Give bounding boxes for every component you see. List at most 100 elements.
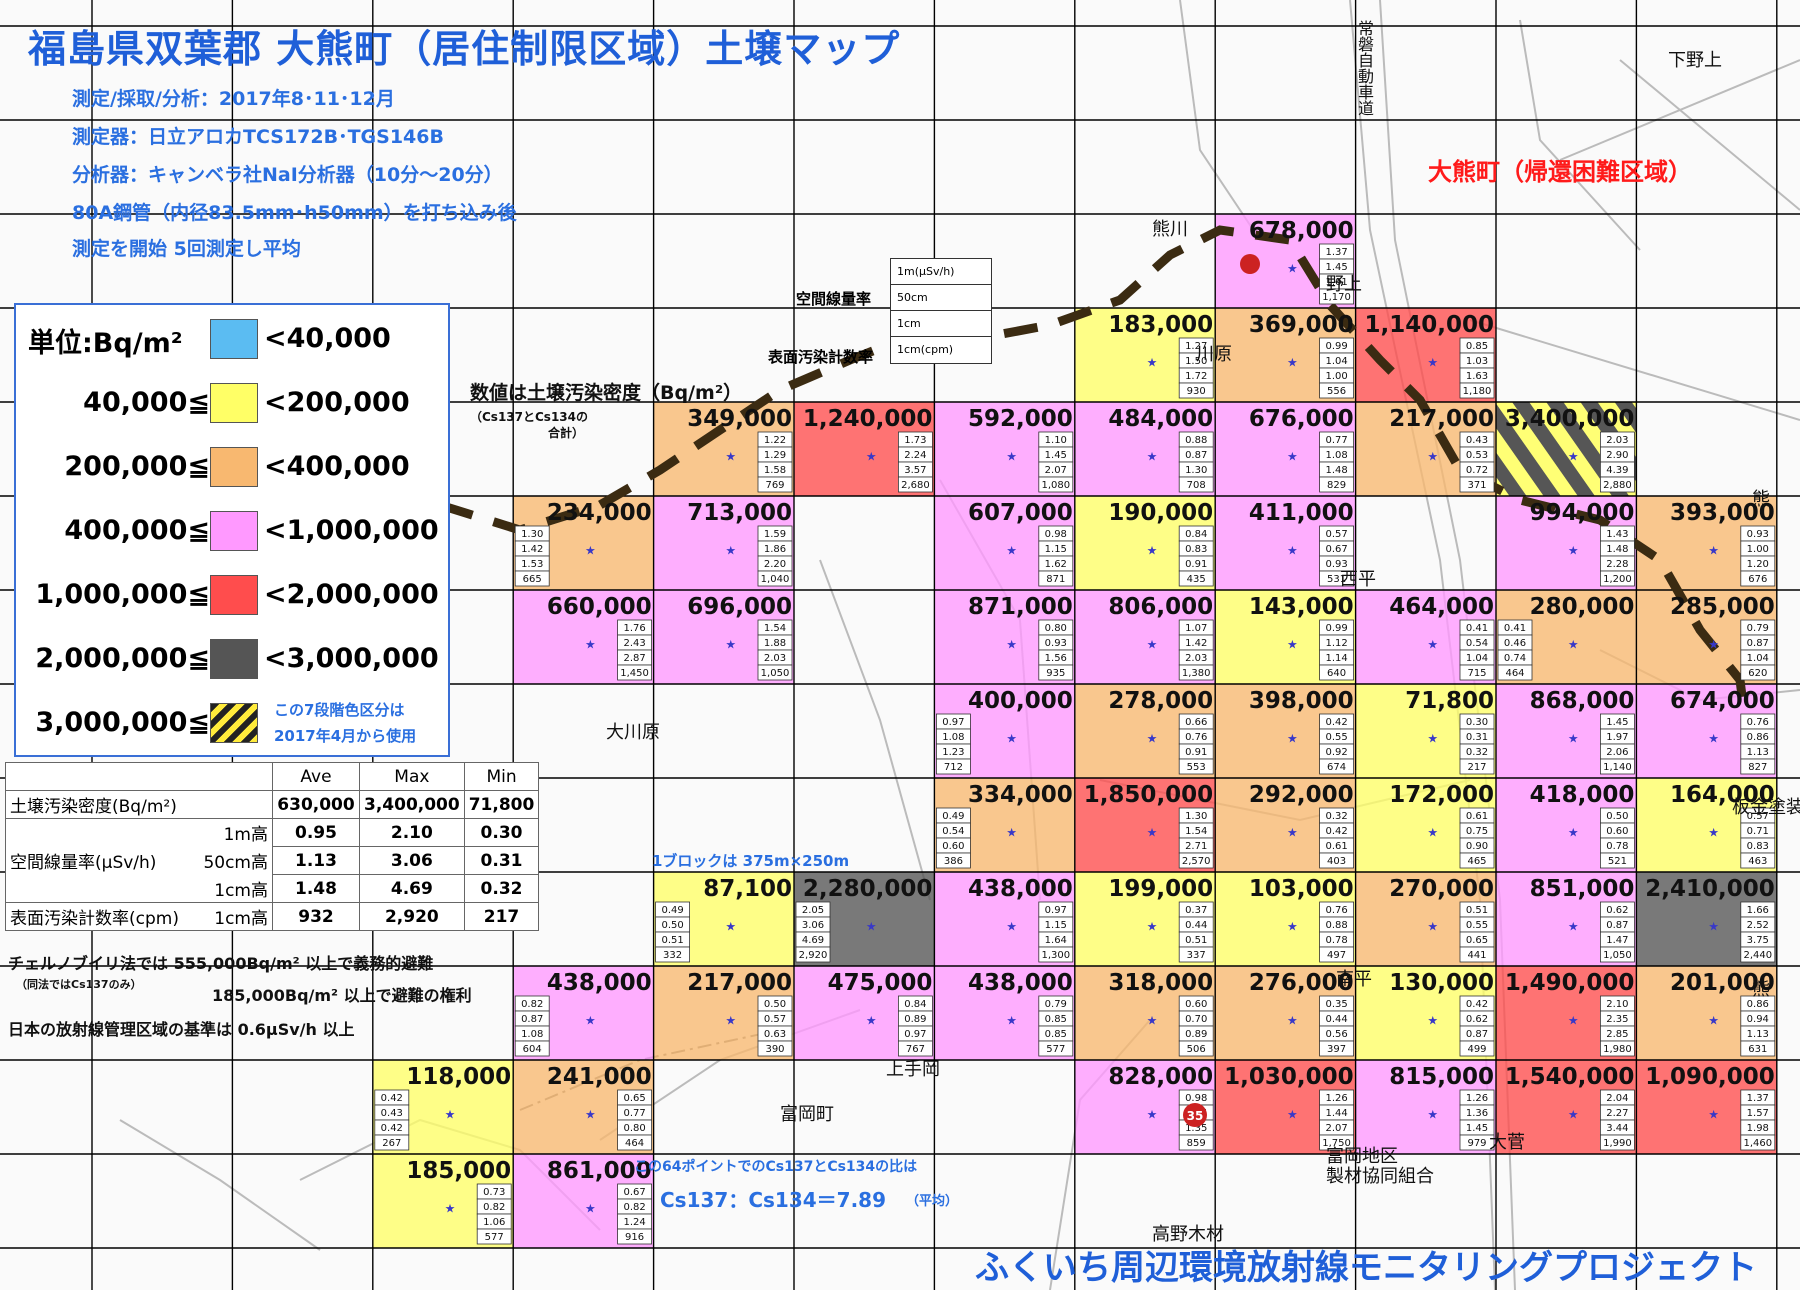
cell-sub-box bbox=[1178, 570, 1214, 587]
cell-sub-box bbox=[1319, 664, 1354, 681]
cell-sub-value: 521 bbox=[1608, 856, 1627, 867]
legend-row-3: 200,000≦ <400,000 bbox=[16, 445, 448, 489]
cell-sub-value: 1.35 bbox=[1185, 1123, 1207, 1134]
cell-sub-value: 1.43 bbox=[1606, 529, 1628, 540]
cell-sub-value: 2.07 bbox=[1045, 465, 1067, 476]
sample-point-star: ★ bbox=[866, 919, 877, 933]
cell-sub-value: 1.76 bbox=[623, 623, 645, 634]
cell-sub-value: 0.86 bbox=[1747, 732, 1769, 743]
cell-sub-box bbox=[617, 1134, 652, 1151]
cell-sub-value: 0.50 bbox=[764, 999, 786, 1010]
cell-sub-value: 0.55 bbox=[1325, 732, 1347, 743]
cell-sub-box bbox=[1600, 1134, 1635, 1151]
cell-value-label: 696,000 bbox=[687, 594, 792, 620]
cell-sub-value: 1.22 bbox=[764, 435, 786, 446]
stats-row-surface: 表面汚染計数率(cpm) 1cm高 932 2,920 217 bbox=[5, 902, 540, 931]
cell-sub-value: 0.80 bbox=[623, 1123, 645, 1134]
cell-sub-value: 0.76 bbox=[1325, 905, 1347, 916]
cell-sub-box bbox=[1038, 1040, 1074, 1057]
sample-point-star: ★ bbox=[1427, 919, 1438, 933]
meta-analyzer: 分析器：キャンベラ社NaI分析器（10分～20分） bbox=[72, 164, 503, 186]
cell-sub-value: 1.08 bbox=[1325, 450, 1347, 461]
cell-sub-value: 0.67 bbox=[623, 1187, 645, 1198]
cell-sub-value: 435 bbox=[1187, 574, 1206, 585]
sample-point-star: ★ bbox=[585, 637, 596, 651]
cell-sub-value: 0.85 bbox=[1466, 341, 1488, 352]
cell-sub-value: 715 bbox=[1467, 668, 1486, 679]
cell-sub-value: 0.89 bbox=[1185, 1029, 1207, 1040]
cell-sub-box bbox=[1178, 476, 1214, 493]
cell-value-label: 241,000 bbox=[547, 1064, 652, 1090]
legend-high-2: <200,000 bbox=[264, 387, 410, 418]
statistics-table: Ave Max Min 土壌汚染密度(Bq/m²) 630,000 3,400,… bbox=[5, 762, 540, 931]
sample-point-star: ★ bbox=[1287, 825, 1298, 839]
cell-sub-value: 1.50 bbox=[1185, 356, 1207, 367]
cell-value-label: 660,000 bbox=[547, 594, 652, 620]
cell-sub-value: 0.93 bbox=[1325, 559, 1347, 570]
sample-point-star: ★ bbox=[1708, 1013, 1719, 1027]
stats-surface-min: 217 bbox=[463, 902, 540, 931]
cell-sub-box bbox=[1600, 570, 1635, 587]
japan-regulation-note: 日本の放射線管理区域の基準は 0.6μSv/h 以上 bbox=[8, 1020, 355, 1039]
cell-sub-box bbox=[1038, 946, 1074, 963]
place-label: 常磐自動車道 bbox=[1355, 20, 1374, 116]
cell-sub-value: 1.57 bbox=[1747, 1108, 1769, 1119]
cell-sub-value: 0.87 bbox=[1747, 638, 1769, 649]
sample-point-star: ★ bbox=[1708, 543, 1719, 557]
legend-high-1: <40,000 bbox=[264, 323, 391, 354]
cell-sub-value: 577 bbox=[485, 1232, 504, 1243]
cell-sub-value: 0.54 bbox=[942, 826, 964, 837]
sample-point-star: ★ bbox=[1568, 731, 1579, 745]
stats-1cm-label: 1cm高 bbox=[5, 874, 273, 903]
cell-sub-box bbox=[898, 476, 933, 493]
legend-swatch-blue bbox=[210, 319, 258, 359]
cell-sub-box bbox=[1600, 852, 1635, 869]
cell-value-label: 607,000 bbox=[968, 500, 1073, 526]
cell-sub-value: 0.88 bbox=[1325, 920, 1347, 931]
data-caption: 数値は土壌汚染密度（Bq/m²） bbox=[470, 382, 743, 404]
cell-sub-value: 1,200 bbox=[1603, 574, 1632, 585]
cell-sub-value: 1.37 bbox=[1747, 1093, 1769, 1104]
cell-value-label: 868,000 bbox=[1530, 688, 1635, 714]
legend-unit: 単位:Bq/m² bbox=[28, 328, 183, 359]
cell-sub-box bbox=[757, 664, 793, 681]
legend-swatch-red bbox=[210, 575, 258, 615]
chernobyl-note-1: チェルノブイリ法では 555,000Bq/m² 以上で義務的避難 bbox=[8, 954, 434, 973]
stats-soil-max: 3,400,000 bbox=[359, 790, 465, 819]
cell-sub-value: 0.89 bbox=[904, 1014, 926, 1025]
cell-sub-value: 674 bbox=[1327, 762, 1346, 773]
cell-sub-box bbox=[1319, 476, 1354, 493]
sample-point-star: ★ bbox=[1287, 1107, 1298, 1121]
road-line bbox=[119, 1119, 321, 1251]
stats-surface-max: 2,920 bbox=[359, 902, 465, 931]
meta-sampling-method: 80A鋼管（内径83.5mm･h50mm）を打ち込み後 bbox=[72, 202, 517, 224]
cell-sub-box bbox=[1459, 946, 1495, 963]
place-label: 南平 bbox=[1336, 969, 1372, 990]
sample-point-star: ★ bbox=[1568, 1107, 1579, 1121]
stats-1m-min: 0.30 bbox=[463, 818, 540, 847]
cell-sub-value: 1.07 bbox=[1185, 623, 1207, 634]
cell-sub-box bbox=[374, 1134, 410, 1151]
cell-sub-box bbox=[1319, 758, 1354, 775]
cell-sub-value: 0.42 bbox=[1325, 717, 1347, 728]
cell-sub-value: 1,990 bbox=[1603, 1138, 1632, 1149]
cell-value-label: 678,000 bbox=[1249, 218, 1354, 244]
sample-point-star: ★ bbox=[866, 449, 877, 463]
cell-sub-box bbox=[1740, 664, 1776, 681]
cell-sub-value: 1.59 bbox=[764, 529, 786, 540]
road-line bbox=[1469, 319, 1800, 421]
legend-row-1: <40,000 bbox=[16, 317, 448, 361]
sample-point-star: ★ bbox=[1427, 1013, 1438, 1027]
cell-sub-value: 0.82 bbox=[521, 999, 543, 1010]
cell-sub-value: 1.56 bbox=[1045, 653, 1067, 664]
cell-sub-box bbox=[1740, 946, 1776, 963]
cell-sub-value: 3.75 bbox=[1747, 935, 1769, 946]
legend-swatch-yellow bbox=[210, 383, 258, 423]
stats-row-1m: 1m高 0.95 2.10 0.30 bbox=[5, 818, 540, 847]
cell-sub-value: 1.14 bbox=[1325, 653, 1347, 664]
cell-sub-value: 2,440 bbox=[1743, 950, 1772, 961]
cell-sub-box bbox=[1038, 570, 1074, 587]
cell-sub-value: 332 bbox=[663, 950, 682, 961]
cell-sub-value: 0.73 bbox=[483, 1187, 505, 1198]
cell-sub-value: 0.61 bbox=[1325, 841, 1347, 852]
